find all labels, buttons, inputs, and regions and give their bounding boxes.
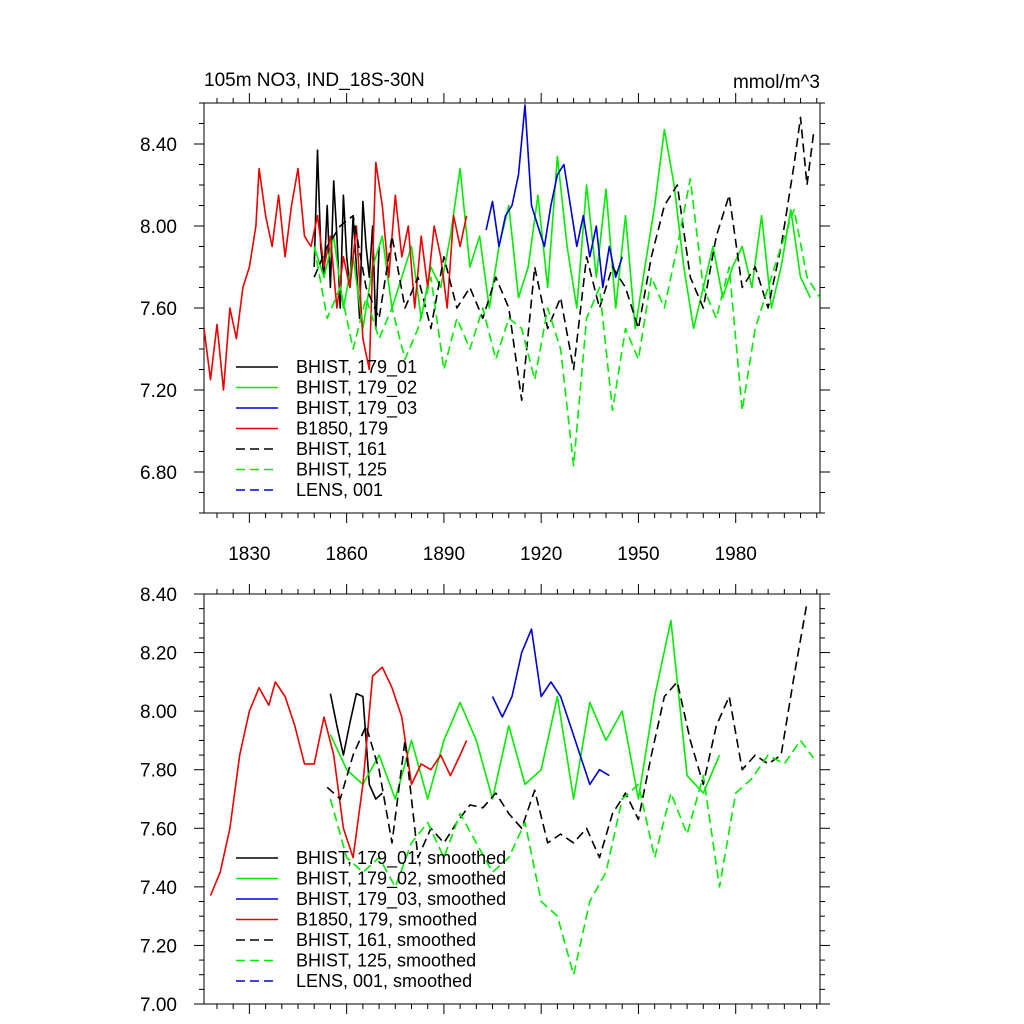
legend-label: BHIST, 179_03: [296, 398, 417, 419]
y-tick-label: 7.20: [140, 936, 177, 957]
x-tick-label: 1830: [228, 544, 270, 565]
y-tick-label: 7.00: [140, 995, 177, 1016]
legend-label: BHIST, 179_01, smoothed: [296, 848, 506, 869]
legend-label: LENS, 001: [296, 480, 383, 500]
series-line-bhist-125: [313, 178, 820, 467]
y-tick-label: 8.00: [140, 702, 177, 723]
y-tick-label: 8.40: [140, 135, 177, 156]
y-tick-label: 7.60: [140, 819, 177, 840]
legend-label: BHIST, 179_02, smoothed: [296, 869, 506, 890]
legend-label: BHIST, 179_01: [296, 357, 417, 378]
legend-label: BHIST, 161: [296, 439, 387, 459]
y-tick-label: 6.80: [140, 463, 177, 484]
series-line-bhist-179-03-smoothed: [491, 628, 610, 786]
legend-label: BHIST, 179_03, smoothed: [296, 889, 506, 910]
series-line-bhist-161: [313, 116, 815, 402]
y-tick-label: 7.40: [140, 878, 177, 899]
series-line-b1850-179-smoothed: [209, 666, 468, 896]
legend-label: BHIST, 179_02: [296, 378, 417, 399]
series-line-bhist-179-01: [313, 149, 380, 330]
series-line-b1850-179: [204, 161, 468, 391]
series-line-bhist-179-02: [313, 128, 812, 330]
x-tick-label: 1920: [520, 544, 562, 565]
y-tick-label: 7.20: [140, 381, 177, 402]
y-tick-label: 7.80: [140, 761, 177, 782]
top-chart-units: mmol/m^3: [733, 72, 820, 93]
bottom-chart-panel: 7.00 7.20 7.40 7.60 7.80 8.00 8.20 8.40 BHIST, 1…: [140, 584, 830, 1016]
top-chart-title: 105m NO3, IND_18S-30N: [204, 70, 425, 91]
x-tick-label: 1980: [715, 544, 757, 565]
legend-label: LENS, 001, smoothed: [296, 971, 472, 991]
y-tick-label: 8.00: [140, 217, 177, 238]
series-line-bhist-161-smoothed: [326, 602, 808, 859]
y-tick-label: 8.40: [140, 585, 177, 606]
series-line-bhist-179-03: [485, 104, 623, 289]
y-tick-label: 8.20: [140, 644, 177, 665]
legend-label: BHIST, 125, smoothed: [296, 951, 476, 971]
series-line-bhist-125-smoothed: [329, 739, 815, 976]
x-tick-label: 1860: [326, 544, 368, 565]
series-line-bhist-179-01-smoothed: [329, 692, 383, 800]
series-line-bhist-179-02-smoothed: [329, 619, 721, 800]
legend-label: B1850, 179: [296, 419, 388, 439]
top-chart-panel: 6.80 7.20 7.60 8.00 8.40 1830 1860 1890 1920 1950…: [140, 93, 830, 565]
x-tick-label: 1950: [617, 544, 659, 565]
y-tick-label: 7.60: [140, 299, 177, 320]
legend-label: BHIST, 161, smoothed: [296, 930, 476, 950]
legend-label: B1850, 179, smoothed: [296, 910, 477, 930]
x-tick-label: 1890: [423, 544, 465, 565]
legend-label: BHIST, 125: [296, 460, 387, 480]
